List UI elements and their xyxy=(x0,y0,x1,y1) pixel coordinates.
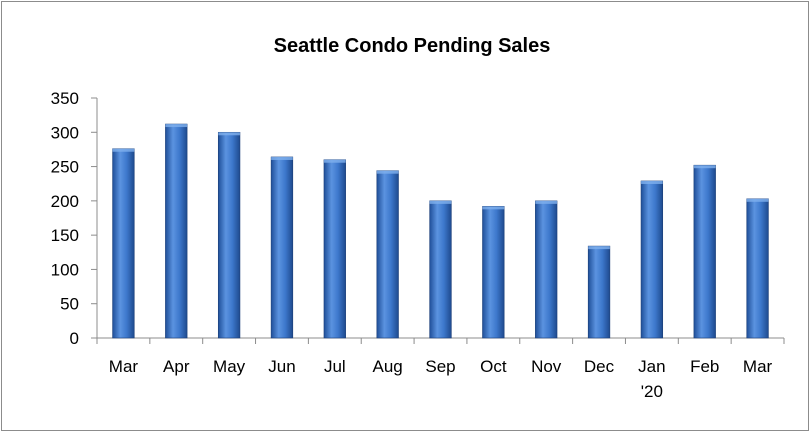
x-tick-label: Aug xyxy=(373,357,403,376)
bar-feb-11 xyxy=(693,164,716,339)
x-axis: Mar Apr May Jun Jul Aug Sep Oct Nov Dec Jan '20 Feb M… xyxy=(96,337,785,401)
bar-mar-0 xyxy=(112,148,135,339)
bar-may-2 xyxy=(217,131,241,339)
x-tick-label: Oct xyxy=(480,357,507,376)
x-tick-label: Mar xyxy=(743,357,773,376)
bar-cap xyxy=(746,198,769,202)
bar-jul-4 xyxy=(323,159,346,339)
bar-aug-5 xyxy=(376,170,399,339)
x-tick-label: Jan xyxy=(638,357,665,376)
bar-series xyxy=(112,123,769,339)
bar-cap xyxy=(429,200,452,204)
bar-cap xyxy=(112,148,135,152)
x-tick-label: Jul xyxy=(324,357,346,376)
bar-apr-1 xyxy=(165,123,188,339)
bar-cap xyxy=(218,132,240,136)
bar-sep-6 xyxy=(429,200,452,339)
bar-jan-20-10 xyxy=(640,180,664,339)
x-tick-label: Sep xyxy=(425,357,455,376)
bar-dec-9 xyxy=(587,245,611,339)
bar-cap xyxy=(535,200,558,204)
x-tick-label: Mar xyxy=(109,357,139,376)
y-tick-label: 350 xyxy=(51,89,79,108)
bar-mar-12 xyxy=(746,198,769,339)
x-tick-label: Nov xyxy=(531,357,562,376)
y-tick-label: 250 xyxy=(51,158,79,177)
x-tick-sublabel: '20 xyxy=(641,382,663,401)
y-axis: 0 50 100 150 200 250 300 350 xyxy=(51,89,98,348)
y-tick-label: 200 xyxy=(51,192,79,211)
x-tick-label: Feb xyxy=(690,357,719,376)
bar-cap xyxy=(271,156,293,160)
y-tick-label: 50 xyxy=(60,295,79,314)
bar-cap xyxy=(693,165,716,169)
bar-cap xyxy=(482,206,505,210)
bar-cap xyxy=(376,170,399,174)
y-tick-label: 300 xyxy=(51,123,79,142)
bar-nov-8 xyxy=(535,200,558,339)
bar-cap xyxy=(641,180,663,184)
bar-cap xyxy=(165,124,188,128)
x-tick-label: May xyxy=(213,357,246,376)
bar-oct-7 xyxy=(482,206,505,339)
bar-cap xyxy=(588,246,610,250)
chart-title: Seattle Condo Pending Sales xyxy=(274,35,551,57)
y-tick-label: 100 xyxy=(51,260,79,279)
bar-jun-3 xyxy=(270,156,294,339)
x-tick-label: Apr xyxy=(163,357,190,376)
bar-cap xyxy=(323,159,346,163)
y-tick-label: 0 xyxy=(70,329,79,348)
x-tick-label: Dec xyxy=(584,357,615,376)
x-tick-label: Jun xyxy=(268,357,295,376)
y-tick-label: 150 xyxy=(51,226,79,245)
